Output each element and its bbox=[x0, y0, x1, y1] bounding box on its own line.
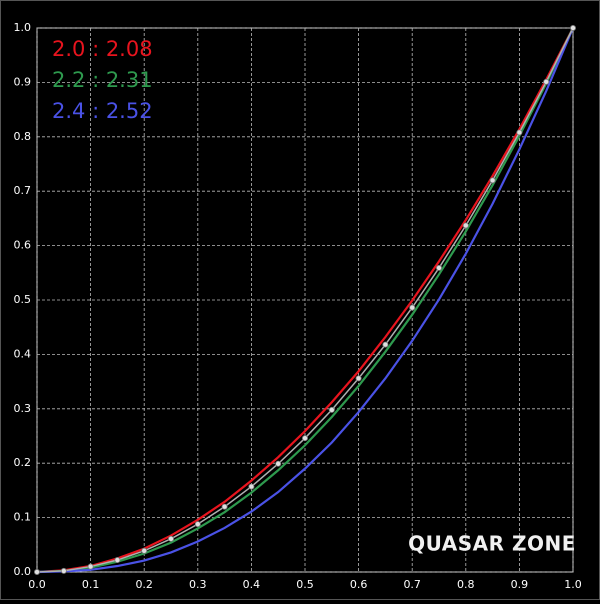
data-point bbox=[87, 563, 94, 570]
data-point bbox=[409, 304, 416, 311]
x-tick-label: 0.3 bbox=[189, 578, 207, 591]
data-point bbox=[194, 521, 201, 528]
data-point bbox=[328, 406, 335, 413]
series-line bbox=[36, 27, 574, 574]
y-tick-label: 0.6 bbox=[14, 239, 32, 252]
data-point bbox=[570, 24, 577, 31]
y-tick-label: 0.7 bbox=[14, 184, 32, 197]
x-tick-label: 0.9 bbox=[511, 578, 529, 591]
data-point bbox=[516, 129, 523, 136]
data-point bbox=[34, 569, 41, 576]
data-point bbox=[141, 547, 148, 554]
y-tick-label: 0.1 bbox=[14, 511, 32, 524]
data-point bbox=[462, 222, 469, 229]
data-point bbox=[382, 341, 389, 348]
data-point bbox=[355, 375, 362, 382]
data-point bbox=[543, 78, 550, 85]
y-tick-label: 0.5 bbox=[14, 293, 32, 306]
watermark: QUASAR ZONE bbox=[408, 532, 576, 556]
y-tick-label: 0.0 bbox=[14, 565, 32, 578]
x-tick-label: 0.5 bbox=[296, 578, 314, 591]
series-line bbox=[36, 27, 574, 574]
y-tick-label: 1.0 bbox=[14, 21, 32, 34]
y-tick-label: 0.3 bbox=[14, 402, 32, 415]
legend-entry: 2.0 : 2.08 bbox=[52, 37, 153, 61]
x-tick-label: 0.1 bbox=[82, 578, 100, 591]
data-point bbox=[221, 503, 228, 510]
x-tick-label: 0.7 bbox=[403, 578, 421, 591]
y-tick-label: 0.8 bbox=[14, 130, 32, 143]
data-point bbox=[275, 460, 282, 467]
y-tick-label: 0.9 bbox=[14, 75, 32, 88]
legend-entry: 2.2 : 2.31 bbox=[52, 68, 153, 92]
x-tick-label: 0.8 bbox=[457, 578, 475, 591]
x-tick-label: 0.0 bbox=[28, 578, 46, 591]
y-tick-label: 0.4 bbox=[14, 347, 32, 360]
legend-entry: 2.4 : 2.52 bbox=[52, 99, 153, 123]
data-point bbox=[489, 177, 496, 184]
data-point bbox=[60, 567, 67, 574]
x-tick-label: 0.6 bbox=[350, 578, 368, 591]
series-line bbox=[36, 27, 575, 574]
x-tick-label: 1.0 bbox=[564, 578, 582, 591]
data-point bbox=[248, 483, 255, 490]
y-tick-label: 0.2 bbox=[14, 456, 32, 469]
x-tick-label: 0.4 bbox=[243, 578, 261, 591]
data-point bbox=[167, 535, 174, 542]
data-point bbox=[435, 264, 442, 271]
data-point bbox=[301, 435, 308, 442]
x-tick-label: 0.2 bbox=[135, 578, 153, 591]
data-point bbox=[114, 557, 121, 564]
